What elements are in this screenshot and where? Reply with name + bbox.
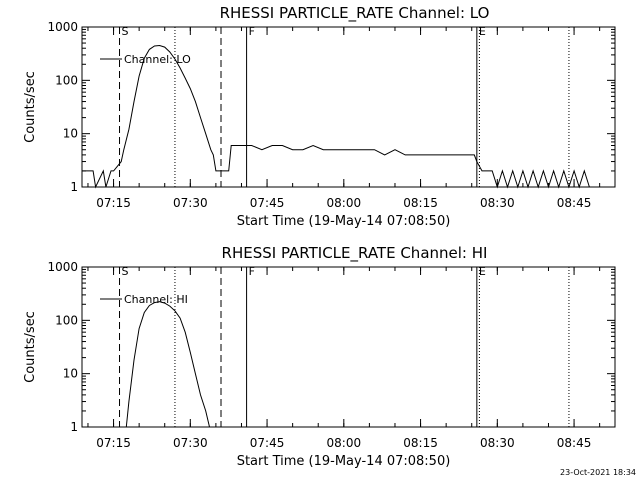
x-tick-label: 07:45 bbox=[250, 196, 285, 210]
event-marker-label: F bbox=[249, 265, 255, 278]
x-tick-label: 08:00 bbox=[327, 436, 362, 450]
plot-frame bbox=[81, 26, 616, 188]
x-tick-label: 08:30 bbox=[480, 436, 515, 450]
y-tick-label: 1 bbox=[70, 180, 78, 194]
y-tick-label: 10 bbox=[63, 367, 78, 381]
event-marker-label: E bbox=[479, 265, 486, 278]
x-axis-label: Start Time (19-May-14 07:08:50) bbox=[237, 214, 451, 229]
y-axis-label: Counts/sec bbox=[23, 71, 38, 143]
x-tick-label: 07:45 bbox=[250, 436, 285, 450]
x-tick-label: 08:45 bbox=[557, 436, 592, 450]
event-marker-label: S bbox=[122, 25, 129, 38]
panel-hi: RHESSI PARTICLE_RATE Channel: HI 07:15 07:… bbox=[23, 244, 616, 469]
x-tick-label: 07:15 bbox=[96, 436, 131, 450]
series-line bbox=[82, 44, 590, 189]
y-tick-label: 1000 bbox=[47, 260, 78, 274]
y-axis-label: Counts/sec bbox=[23, 311, 38, 383]
footer-date: 23-Oct-2021 18:34 bbox=[560, 468, 636, 477]
event-marker-label: E bbox=[479, 25, 486, 38]
x-tick-label: 08:30 bbox=[480, 196, 515, 210]
y-tick-label: 100 bbox=[55, 313, 78, 327]
x-tick-label: 07:15 bbox=[96, 196, 131, 210]
y-tick-label: 10 bbox=[63, 127, 78, 141]
x-tick-label: 07:30 bbox=[173, 196, 208, 210]
x-tick-label: 07:30 bbox=[173, 436, 208, 450]
plot-frame bbox=[81, 266, 616, 428]
x-axis-label: Start Time (19-May-14 07:08:50) bbox=[237, 454, 451, 469]
x-tick-label: 08:15 bbox=[403, 436, 438, 450]
y-tick-label: 1000 bbox=[47, 20, 78, 34]
panel-lo: RHESSI PARTICLE_RATE Channel: LO 07:15 07:… bbox=[23, 4, 616, 229]
y-tick-label: 100 bbox=[55, 73, 78, 87]
chart-title: RHESSI PARTICLE_RATE Channel: HI bbox=[222, 244, 488, 263]
x-tick-label: 08:00 bbox=[327, 196, 362, 210]
event-marker-label: S bbox=[122, 265, 129, 278]
y-tick-label: 1 bbox=[70, 420, 78, 434]
chart-title: RHESSI PARTICLE_RATE Channel: LO bbox=[220, 4, 490, 23]
legend-label: Channel: HI bbox=[124, 293, 188, 306]
series-line bbox=[125, 301, 210, 428]
event-marker-label: F bbox=[249, 25, 255, 38]
x-tick-label: 08:45 bbox=[557, 196, 592, 210]
legend-label: Channel: LO bbox=[124, 53, 191, 66]
x-tick-label: 08:15 bbox=[403, 196, 438, 210]
